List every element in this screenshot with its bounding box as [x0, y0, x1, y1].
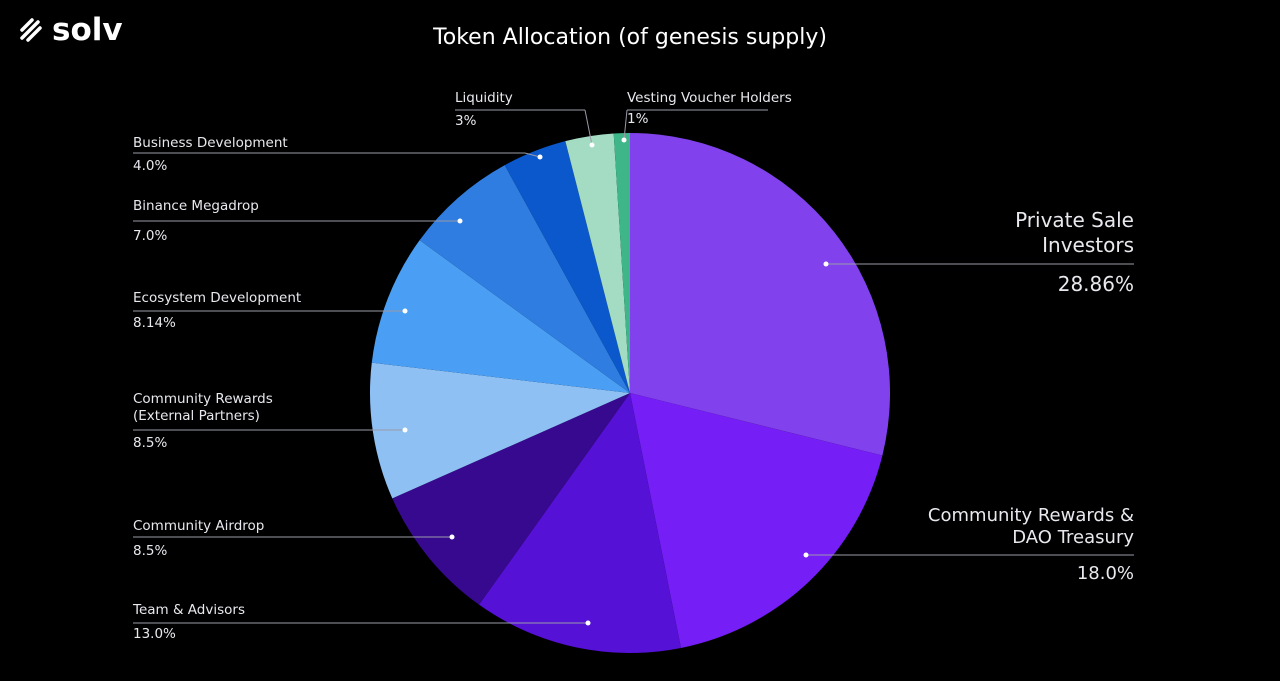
leader-line: [584, 109, 593, 146]
value-label: 8.5%: [133, 435, 168, 451]
pie-slice: [630, 393, 883, 648]
chart-title: Token Allocation (of genesis supply): [433, 25, 827, 50]
value-label: 3%: [455, 113, 477, 129]
slice-label: Community Airdrop: [133, 518, 265, 534]
value-label: 8.5%: [133, 543, 168, 559]
slice-label: Ecosystem Development: [133, 290, 302, 306]
pie-slice: [370, 362, 630, 499]
pie-slice: [630, 133, 890, 456]
leader-dot: [585, 620, 591, 626]
leader-dot: [402, 427, 408, 433]
value-label: 18.0%: [1076, 563, 1134, 584]
slice-label: Private Sale Investors: [1015, 208, 1134, 257]
slice-label: Business Development: [133, 135, 288, 151]
leader-dot: [449, 534, 455, 540]
leader-dot: [803, 552, 809, 558]
value-label: 1%: [627, 111, 649, 127]
pie-slice: [565, 133, 630, 393]
pie-slice: [504, 141, 630, 393]
slice-label: Team & Advisors: [133, 602, 245, 618]
slice-label: Vesting Voucher Holders: [627, 90, 792, 106]
value-label: 28.86%: [1057, 272, 1134, 296]
slice-label: Liquidity: [455, 90, 513, 106]
value-label: 13.0%: [133, 626, 176, 642]
pie-slice: [371, 240, 630, 393]
slice-label: Community Rewards (External Partners): [133, 391, 273, 424]
logo-mark: [20, 18, 42, 42]
leader-line: [623, 109, 628, 141]
slice-label: Community Rewards & DAO Treasury: [927, 505, 1134, 548]
value-label: 8.14%: [133, 315, 176, 331]
leader-dot: [402, 308, 408, 314]
value-label: 7.0%: [133, 228, 168, 244]
pie-slice: [392, 393, 630, 605]
pie-slice: [419, 165, 630, 393]
leader-dot: [537, 154, 543, 160]
brand: solv: [52, 12, 123, 48]
leader-dot: [457, 218, 463, 224]
leader-line: [524, 152, 541, 158]
leader-dot: [823, 261, 829, 267]
value-label: 4.0%: [133, 158, 168, 174]
slice-label: Binance Megadrop: [133, 198, 259, 214]
leader-dot: [589, 142, 595, 148]
pie-slice: [613, 133, 630, 393]
leader-dot: [621, 137, 627, 143]
pie-slice: [479, 393, 681, 653]
